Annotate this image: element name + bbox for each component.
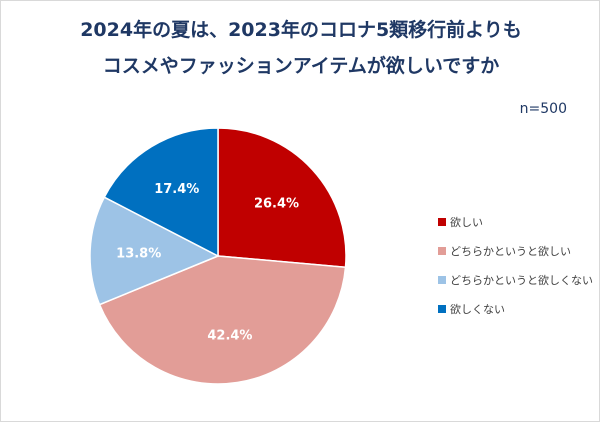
data-label: 13.8% bbox=[116, 247, 161, 262]
legend-label: 欲しい bbox=[450, 215, 483, 229]
legend-swatch bbox=[438, 217, 446, 226]
data-label: 42.4% bbox=[207, 328, 252, 343]
pie-slice-3 bbox=[89, 196, 220, 306]
pie-slice-4 bbox=[103, 127, 219, 258]
legend-item: 欲しい bbox=[438, 207, 593, 236]
legend-label: どちらかというと欲しい bbox=[450, 244, 571, 258]
legend-item: どちらかというと欲しい bbox=[438, 236, 593, 265]
legend-swatch bbox=[438, 275, 446, 284]
legend-item: 欲しくない bbox=[438, 294, 593, 323]
chart-title-line2: コスメやファッションアイテムが欲しいですか bbox=[102, 55, 500, 77]
data-label: 17.4% bbox=[154, 182, 199, 197]
data-label: 26.4% bbox=[254, 196, 299, 211]
sample-size: n=500 bbox=[519, 101, 567, 117]
legend-swatch bbox=[438, 246, 446, 255]
legend-label: どちらかというと欲しくない bbox=[450, 273, 593, 287]
pie-slice-1 bbox=[217, 127, 347, 269]
chart-title-line1: 2024年の夏は、2023年のコロナ5類移行前よりも bbox=[80, 19, 522, 41]
legend: 欲しいどちらかというと欲しいどちらかというと欲しくない 欲しくない bbox=[438, 207, 593, 323]
pie-slice-2 bbox=[98, 255, 347, 385]
legend-swatch bbox=[438, 304, 446, 313]
legend-label: 欲しくない bbox=[450, 302, 505, 316]
legend-item: どちらかというと欲しくない bbox=[438, 265, 593, 294]
